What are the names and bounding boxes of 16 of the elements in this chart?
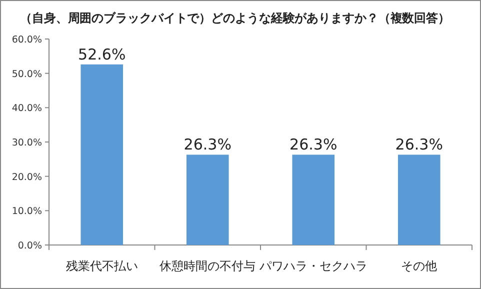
y-tick-label: 40.0% [12, 103, 42, 114]
data-label: 52.6% [78, 45, 126, 64]
x-tick-label: パワハラ・セクハラ [258, 259, 368, 273]
data-label: 26.3% [290, 136, 338, 154]
y-tick-label: 0.0% [18, 240, 42, 252]
x-tick-label: その他 [401, 259, 438, 273]
y-tick-label: 20.0% [12, 172, 42, 183]
x-tick-label: 休憩時間の不付与 [160, 259, 256, 273]
x-tick-label: 残業代不払い [66, 259, 138, 273]
y-tick-label: 30.0% [12, 138, 42, 148]
chart-title: （自身、周囲のブラックバイトで）どのような経験がありますか？（複数回答） [20, 11, 452, 25]
y-tick-label: 60.0% [12, 34, 42, 46]
data-label: 26.3% [184, 136, 232, 154]
data-label: 26.3% [395, 136, 443, 154]
y-tick-label: 50.0% [12, 68, 42, 80]
y-tick-label: 10.0% [12, 206, 42, 218]
